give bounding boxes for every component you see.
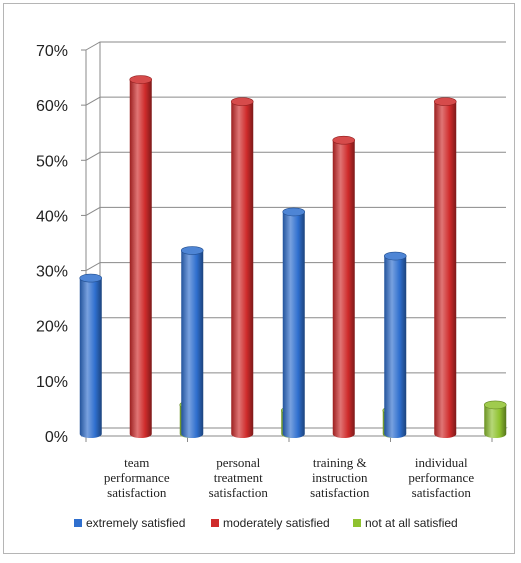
bars	[79, 75, 507, 439]
legend-label: not at all satisfied	[365, 516, 458, 530]
bar-top	[282, 207, 306, 217]
x-tick-label: performance	[104, 470, 170, 485]
category-labels: teamperformancesatisfactionpersonaltreat…	[104, 455, 474, 500]
y-axis-ticks: 0% 10% 20% 30% 40% 50% 60% 70%	[36, 43, 68, 446]
bar-extremely-satisfied-2	[180, 246, 204, 438]
y-tick-label: 20%	[36, 319, 68, 336]
y-tick-label: 70%	[36, 43, 68, 60]
gridline	[85, 262, 506, 272]
legend-label: moderately satisfied	[223, 516, 330, 530]
bar-top	[79, 273, 103, 283]
legend-item: not at all satisfied	[353, 516, 458, 530]
y-tick-label: 30%	[36, 264, 68, 281]
gridline	[85, 41, 506, 51]
bar-body	[332, 140, 355, 438]
x-tick-label: instruction	[312, 470, 368, 485]
bar-body	[79, 278, 102, 438]
bar-moderately-satisfied-2	[230, 97, 254, 438]
bar-extremely-satisfied-1	[79, 273, 103, 438]
x-tick-label: treatment	[214, 470, 263, 485]
bar-chart: 0%10%20%30%40%50%60%70% teamperformances…	[36, 41, 508, 530]
gridline	[85, 151, 506, 161]
legend-label: extremely satisfied	[86, 516, 185, 530]
bar-top	[383, 251, 407, 261]
y-tick-label: 0%	[45, 429, 68, 446]
bar-top	[483, 400, 507, 410]
bar-moderately-satisfied-3	[332, 135, 356, 438]
x-tick-label: satisfaction	[107, 485, 167, 500]
bar-extremely-satisfied-3	[282, 207, 306, 438]
y-tick-label: 60%	[36, 98, 68, 115]
x-tick-label: individual	[415, 455, 468, 470]
bar-body	[181, 250, 204, 438]
bar-body	[434, 101, 457, 438]
bar-extremely-satisfied-4	[383, 251, 407, 438]
bar-top	[180, 246, 204, 255]
bar-body	[384, 256, 407, 438]
x-tick-label: training &	[313, 455, 367, 470]
bar-not-at-all-satisfied-4	[483, 400, 507, 438]
legend-item: moderately satisfied	[211, 516, 330, 530]
bar-body	[282, 211, 305, 438]
x-tick-label: satisfaction	[209, 485, 269, 500]
gridline	[85, 206, 506, 216]
bar-top	[230, 97, 254, 106]
x-tick-label: satisfaction	[412, 485, 472, 500]
bar-body	[231, 101, 254, 438]
legend-swatch	[353, 519, 361, 527]
chart-frame: 0% 10% 20% 30% 40% 50% 60% 70% team performance s…	[3, 3, 515, 554]
bar-top	[129, 75, 153, 84]
y-tick-label: 10%	[36, 374, 68, 391]
legend-swatch	[74, 519, 82, 527]
bar-moderately-satisfied-1	[129, 75, 153, 439]
gridline	[85, 96, 506, 106]
y-tick-label: 50%	[36, 153, 68, 170]
bar-top	[332, 135, 356, 145]
bar-moderately-satisfied-4	[433, 97, 457, 438]
legend-swatch	[211, 519, 219, 527]
bar-body	[484, 404, 507, 438]
x-tick-label: team	[124, 455, 149, 470]
bar-top	[433, 97, 457, 106]
x-tick-label: satisfaction	[310, 485, 370, 500]
legend: extremely satisfied moderately satisfied n…	[74, 516, 458, 530]
y-tick-label: 40%	[36, 208, 68, 225]
x-tick-label: performance	[408, 470, 474, 485]
legend-item: extremely satisfied	[74, 516, 185, 530]
x-tick-label: personal	[216, 455, 260, 470]
bar-body	[129, 79, 152, 439]
